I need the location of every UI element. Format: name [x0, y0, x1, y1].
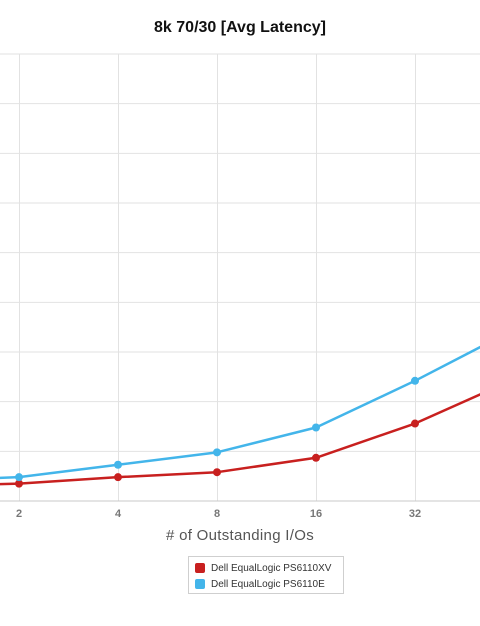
legend-swatch-ps6110xv [195, 563, 205, 573]
data-point[interactable] [411, 419, 419, 428]
x-tick-label: 2 [16, 508, 22, 520]
series-lines [0, 345, 480, 486]
data-point[interactable] [411, 376, 419, 385]
gridlines [0, 53, 480, 502]
legend-label-ps6110e: Dell EqualLogic PS6110E [211, 578, 325, 590]
data-point[interactable] [15, 479, 23, 488]
legend-item-ps6110xv[interactable]: Dell EqualLogic PS6110XV [195, 560, 337, 576]
data-point[interactable] [213, 448, 221, 457]
chart-title: 8k 70/30 [Avg Latency] [154, 19, 326, 36]
x-tick-label: 32 [409, 508, 421, 520]
series-points [15, 376, 419, 488]
x-tick-label: 4 [115, 508, 122, 520]
legend-swatch-ps6110e [195, 579, 205, 589]
x-tick-label: 8 [214, 508, 220, 520]
data-point[interactable] [312, 423, 320, 432]
data-point[interactable] [114, 460, 122, 469]
x-tick-labels: 2 4 8 16 32 [16, 508, 421, 520]
x-tick-label: 16 [310, 508, 322, 520]
legend-item-ps6110e[interactable]: Dell EqualLogic PS6110E [195, 576, 337, 592]
x-axis-label: # of Outstanding I/Os [165, 527, 315, 544]
data-point[interactable] [312, 453, 320, 462]
data-point[interactable] [114, 473, 122, 482]
legend: Dell EqualLogic PS6110XV Dell EqualLogic… [188, 556, 344, 594]
legend-label-ps6110xv: Dell EqualLogic PS6110XV [211, 562, 332, 574]
data-point[interactable] [213, 468, 221, 477]
data-point[interactable] [15, 473, 23, 482]
